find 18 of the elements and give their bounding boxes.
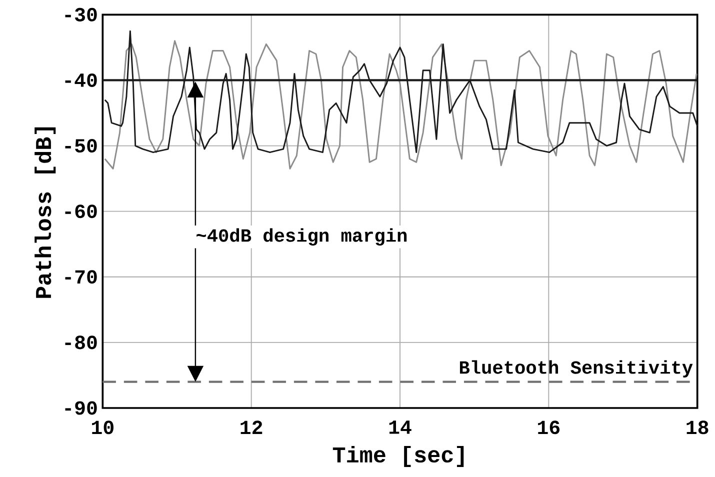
line-series (104, 40, 698, 170)
annotation: ~40dB design margin (196, 228, 407, 246)
x-axis-title: Time [sec] (332, 446, 464, 468)
ref-line-label: Bluetooth Sensitivity (460, 360, 693, 378)
y-tick-label: -70 (65, 270, 97, 284)
line-series (104, 30, 698, 154)
y-tick-label: -50 (65, 139, 97, 153)
y-tick-label: -80 (65, 336, 97, 350)
y-tick-label: -60 (65, 204, 97, 218)
y-tick-label: -30 (65, 8, 97, 22)
x-tick-label: 10 (92, 420, 114, 434)
y-tick-label: -40 (65, 73, 97, 87)
y-axis-title: Pathloss [dB] (34, 127, 56, 298)
x-tick-label: 14 (389, 420, 412, 434)
x-tick-label: 12 (240, 420, 262, 434)
x-tick-label: 18 (686, 420, 708, 434)
y-tick-label: -90 (65, 401, 97, 415)
x-tick-label: 16 (538, 420, 560, 434)
